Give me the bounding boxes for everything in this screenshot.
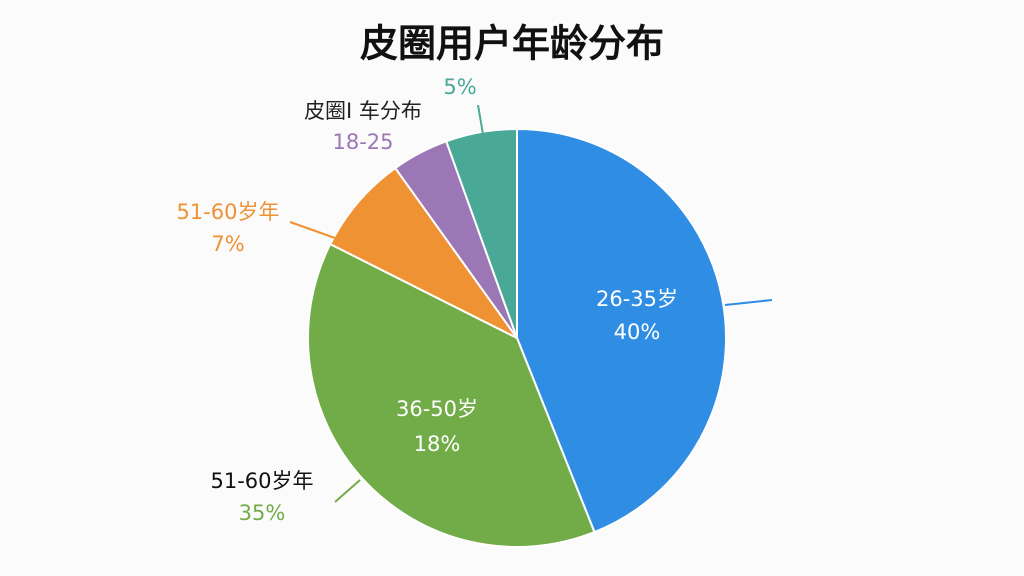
- leader-line: [289, 221, 336, 239]
- leader-line: [334, 479, 361, 503]
- slice-label: 皮圈I 车分布: [304, 99, 422, 123]
- annotation: 18-25: [332, 130, 393, 154]
- pie-slice: [307, 242, 596, 548]
- chart-title: 皮圈用户年龄分布: [360, 22, 664, 66]
- slice-label: 26-35岁: [596, 287, 678, 311]
- pie-slice: [328, 166, 518, 339]
- value-label: 5%: [443, 75, 476, 99]
- value-label: 7%: [211, 232, 244, 256]
- annotation: 18%: [414, 432, 461, 456]
- slice-label: 51-60岁年: [210, 469, 313, 493]
- leader-line: [724, 299, 773, 306]
- slice-label: 51-60岁年: [176, 200, 279, 224]
- value-label: 35%: [239, 501, 286, 525]
- pie-slice: [516, 127, 727, 534]
- annotation: 36-50岁: [396, 397, 478, 421]
- pie-slice: [444, 127, 518, 339]
- value-label: 40%: [614, 320, 661, 344]
- leader-line: [477, 104, 485, 141]
